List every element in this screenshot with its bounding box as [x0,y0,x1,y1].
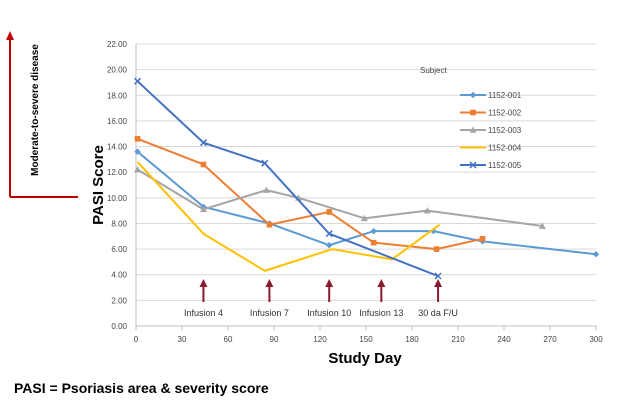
x-tick-label: 90 [270,335,279,344]
series-line [136,161,441,272]
data-point [370,227,377,235]
data-point [370,239,377,246]
data-point [134,77,142,85]
y-tick-label: 0.00 [111,322,127,331]
infusion-label: Infusion 10 [307,308,351,318]
data-point [470,109,476,116]
y-tick-label: 8.00 [111,219,127,228]
y-tick-label: 10.00 [107,194,128,203]
data-point [326,209,332,215]
y-tick-label: 16.00 [107,117,128,126]
legend-entry: 1152-003 [460,126,522,135]
x-tick-label: 120 [313,335,327,344]
gridlines [136,43,596,301]
up-arrow-head [377,279,386,287]
legend-label: 1152-002 [488,109,522,118]
up-arrow-head [265,279,274,287]
legend-entry: 1152-005 [460,161,522,170]
data-point [262,186,270,193]
data-point [469,91,477,99]
data-point [134,166,142,173]
legend-label: 1152-001 [488,91,522,100]
y-tick-label: 2.00 [111,296,127,305]
legend-title: Subject [420,66,447,75]
x-tick-label: 180 [405,335,419,344]
data-point [434,272,442,280]
x-tick-label: 0 [134,335,139,344]
up-arrow-head [325,279,334,287]
data-point [199,205,207,213]
data-point [433,246,440,252]
x-tick-label: 210 [451,335,465,344]
x-tick-labels: 0 30 60 90 120 150 180 210 240 270 300 [134,335,603,344]
data-point [592,251,600,258]
infusion-marker: 30 da F/U [418,279,458,318]
data-point [261,159,269,167]
data-point [360,214,368,222]
infusion-label: Infusion 13 [359,308,403,318]
x-tick-label: 300 [589,335,603,344]
y-tick-label: 12.00 [107,168,128,177]
data-point [538,222,546,229]
series-1152-005 [134,77,442,280]
legend-label: 1152-005 [488,161,522,170]
data-point [200,161,207,168]
infusion-marker: Infusion 7 [250,279,289,318]
footnote: PASI = Psoriasis area & severity score [14,380,269,396]
data-point [266,221,273,228]
threshold-label: Moderate-to-severe disease [30,44,41,176]
y-tick-label: 22.00 [107,40,128,49]
x-axis-label: Study Day [328,350,402,367]
x-tick-label: 240 [497,335,511,344]
y-tick-labels: 0.00 2.00 4.00 6.00 8.00 10.00 12.00 14.00 16.00… [107,40,128,331]
infusion-marker: Infusion 10 [307,279,351,318]
pasi-chart: 0.00 2.00 4.00 6.00 8.00 10.00 12.00 14.00 16.00… [6,31,603,367]
threshold-arrow-head [6,31,14,40]
legend-entry: 1152-001 [460,91,522,100]
data-point [469,161,477,169]
data-point [325,230,333,238]
axes [135,44,597,330]
series-line [136,80,439,277]
data-point [326,242,333,249]
legend: Subject 1152-001 1152-002 1152-003 1152-004 1… [420,66,522,170]
severity-threshold: Moderate-to-severe disease [6,31,78,198]
up-arrow-head [434,279,443,287]
x-tick-label: 270 [543,335,557,344]
x-tick-label: 30 [178,335,187,344]
data-point [469,126,477,133]
legend-entry: 1152-002 [460,109,522,118]
legend-label: 1152-004 [488,144,522,153]
y-tick-label: 6.00 [111,245,127,254]
data-point [423,207,431,214]
infusion-label: Infusion 7 [250,308,289,318]
data-point [199,139,207,147]
series-lines [134,77,600,280]
series-1152-002 [134,136,486,252]
data-point [134,148,141,155]
legend-entry: 1152-004 [460,144,522,153]
infusion-label: 30 da F/U [418,308,458,318]
infusion-marker: Infusion 13 [359,279,403,318]
series-1152-004 [136,161,441,272]
y-tick-label: 18.00 [107,91,128,100]
y-tick-label: 4.00 [111,271,127,280]
legend-label: 1152-003 [488,126,522,135]
y-axis-label: PASI Score [90,145,107,225]
x-tick-label: 150 [359,335,373,344]
data-point [134,136,141,142]
y-tick-label: 14.00 [107,143,128,152]
infusion-marker: Infusion 4 [184,279,223,318]
x-tick-label: 60 [224,335,233,344]
data-point [479,236,486,242]
infusion-annotations: Infusion 4 Infusion 7 Infusion 10 Infusion … [184,279,458,318]
up-arrow-head [199,279,208,287]
infusion-label: Infusion 4 [184,308,223,318]
y-tick-label: 20.00 [107,66,128,75]
